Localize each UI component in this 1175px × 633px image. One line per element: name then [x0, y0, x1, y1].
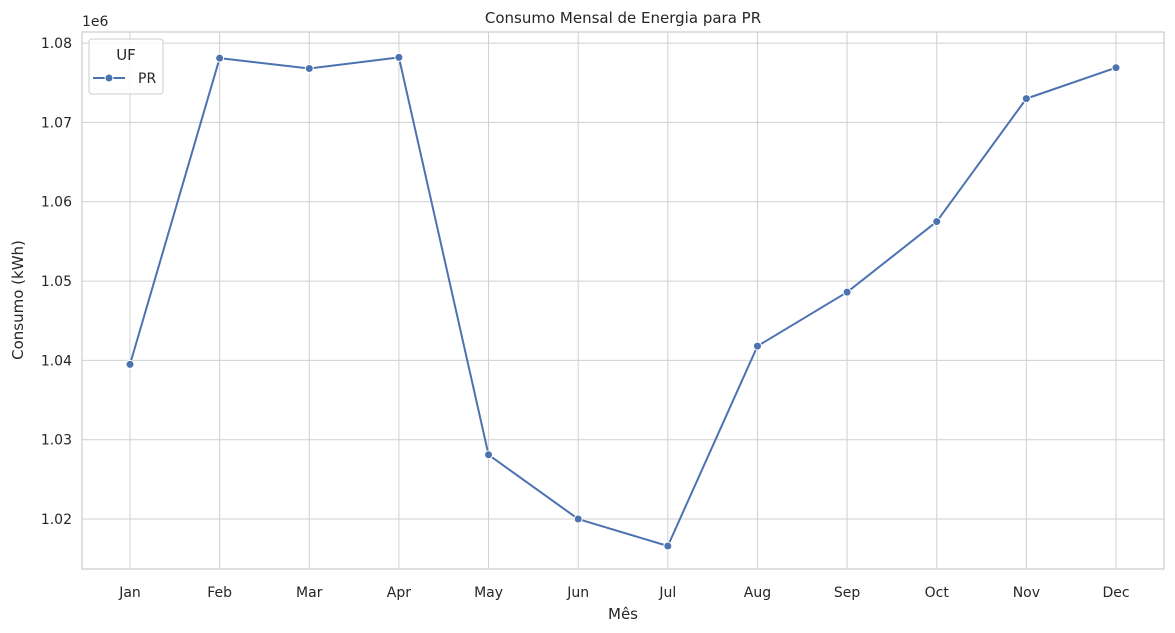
series-layer	[125, 52, 1121, 551]
y-tick-label: 1.03	[41, 433, 72, 449]
legend: UF PR	[88, 38, 164, 95]
series-line-pr	[129, 56, 1117, 547]
data-point	[304, 63, 314, 73]
x-tick-label: Oct	[925, 585, 950, 601]
x-tick-label: Mar	[296, 585, 323, 601]
y-tick-label: 1.05	[41, 274, 72, 290]
legend-entry-label: PR	[138, 71, 156, 87]
data-point	[215, 53, 225, 63]
y-tick-label: 1.06	[41, 195, 72, 211]
data-point	[752, 341, 762, 351]
y-offset-label: 1e6	[82, 14, 109, 30]
data-point	[394, 52, 404, 62]
y-tick-label: 1.08	[41, 36, 72, 52]
legend-marker-swatch	[104, 73, 114, 83]
data-point	[573, 514, 583, 524]
x-axis-ticks: Jan Feb Mar Apr May Jun Jul Aug Sep Oct Nov Dec	[118, 585, 1129, 601]
x-tick-label: Jan	[118, 585, 141, 601]
x-tick-label: Dec	[1102, 585, 1129, 601]
plot-frame	[81, 31, 1165, 570]
x-tick-label: May	[474, 585, 503, 601]
x-tick-label: Sep	[834, 585, 861, 601]
x-tick-label: Feb	[207, 585, 232, 601]
grid	[82, 32, 1164, 569]
data-point	[663, 541, 673, 551]
x-tick-label: Aug	[744, 585, 771, 601]
data-point	[1111, 63, 1121, 73]
x-tick-label: Jul	[658, 585, 676, 601]
y-tick-label: 1.07	[41, 115, 72, 131]
x-tick-label: Nov	[1013, 585, 1040, 601]
x-tick-label: Jun	[566, 585, 589, 601]
data-point	[932, 217, 942, 227]
y-axis-ticks: 1.02 1.03 1.04 1.05 1.06 1.07 1.08	[41, 36, 72, 528]
data-point	[842, 287, 852, 297]
chart-title: Consumo Mensal de Energia para PR	[485, 9, 761, 27]
x-tick-label: Apr	[387, 585, 411, 601]
data-point	[484, 450, 494, 460]
legend-title: UF	[116, 46, 136, 64]
x-axis-label: Mês	[608, 605, 638, 623]
y-axis-label: Consumo (kWh)	[9, 240, 27, 360]
y-tick-label: 1.04	[41, 353, 72, 369]
y-tick-label: 1.02	[41, 512, 72, 528]
data-point	[125, 359, 135, 369]
data-point	[1021, 94, 1031, 104]
